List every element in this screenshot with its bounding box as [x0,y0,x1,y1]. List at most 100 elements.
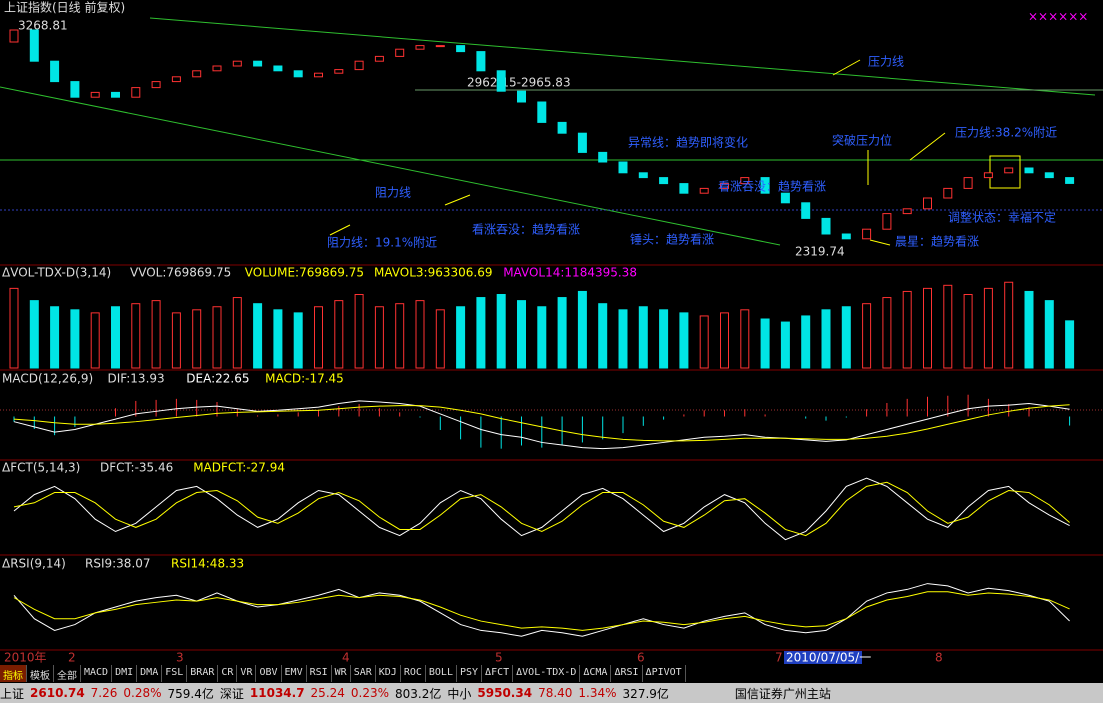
tab[interactable]: CR [218,665,238,682]
trend-line [149,17,1096,96]
tab[interactable]: ΔVOL-TDX-D [513,665,581,682]
tab[interactable]: OBV [256,665,282,682]
tab[interactable]: MACD [81,665,113,682]
candle-body [1065,177,1075,184]
tab[interactable]: DMI [112,665,138,682]
panel-value: MAVOL3:963306.69 [374,266,493,280]
candle-body [90,91,100,98]
tab[interactable]: 全部 [54,665,81,682]
corner-mark: ×××××× [1028,10,1088,24]
tab[interactable]: FSL [162,665,188,682]
volume-bar [29,300,39,369]
candle-body [476,51,486,72]
tab[interactable]: ΔFCT [482,665,514,682]
candle-body [618,161,628,174]
tab[interactable]: KDJ [376,665,401,682]
volume-bar [963,294,973,369]
tab[interactable]: ΔCMA [580,665,612,682]
tab[interactable]: BOLL [426,665,457,682]
candle-body [983,172,993,179]
candle-body [760,177,770,194]
indicator-line [13,477,1070,541]
candle-body [435,45,445,48]
low-label: 2319.74 [795,245,845,259]
tab[interactable]: ΔRSI [611,665,643,682]
indicator-line [13,481,1070,537]
volume-bar [679,312,689,369]
background [0,0,1103,665]
volume-bar [70,309,80,369]
date-box [784,651,862,664]
tab[interactable]: DMA [137,665,163,682]
tab[interactable]: SAR [351,665,376,682]
x-label: 2 [68,651,76,665]
tab[interactable]: BRAR [187,665,219,682]
panel-value: MAVOL14:1184395.38 [503,266,637,280]
volume-bar [1044,300,1054,369]
volume-bar [983,287,993,369]
annotation: 晨星：趋势看涨 [895,234,979,249]
tab[interactable]: RSI [307,665,332,682]
candle-body [171,76,181,83]
candle-body [151,81,161,89]
candle-body [1044,172,1054,179]
annotation: 看涨吞没：趋势看涨 [472,222,580,237]
status-item: 2610.74 [30,686,85,700]
panel-value: RSI14:48.33 [171,557,244,571]
panel-borders [0,264,1103,651]
x-label: 5 [495,651,503,665]
candle-body [111,91,120,98]
candle-body [537,101,547,123]
volume-bar [212,306,222,369]
tab[interactable]: WR [332,665,351,682]
status-item: 759.4亿 [167,686,214,701]
status-item: 803.2亿 [395,686,442,701]
annotation: 调整状态：幸福不定 [948,210,1056,225]
tab[interactable]: ΔPIVOT [643,665,686,682]
status-item: 327.9亿 [622,686,669,701]
annotation: 阻力线：19.1%附近 [327,236,437,250]
candle-body [841,233,851,240]
tab[interactable]: 模板 [27,665,54,682]
candle-body [253,60,263,67]
volume-bar [659,309,669,369]
volume-bar [841,306,851,369]
volume-bar [699,315,709,369]
volume-bar [395,303,405,369]
annotation: 压力线 [868,55,904,69]
candle-body [821,217,831,235]
tab[interactable]: PSY [457,665,483,682]
volume-bar [232,297,242,369]
tab[interactable]: 指标 [0,665,27,682]
high-label: 3268.81 [18,19,68,33]
volume-bar [456,306,466,369]
tab[interactable]: EMV [282,665,307,682]
candle-body [923,197,932,210]
volume-bar [334,300,344,369]
panel-value: MADFCT:-27.94 [193,461,285,475]
volume-bar [557,297,567,369]
annotation: 异常线：趋势即将变化 [628,135,748,150]
volume-bar [192,309,202,369]
tab[interactable]: VR [237,665,257,682]
panel-value: VVOL:769869.75 [130,266,231,280]
chart: 上证指数(日线 前复权) ×××××× 3268.81 2319.74 2962… [0,0,1103,665]
candle-body [943,187,953,199]
candle-body [720,183,729,189]
candle-body [70,81,80,98]
volume-bar [517,300,526,369]
candle-body [740,177,750,185]
volume-bar [780,321,790,369]
x-label: 8 [935,651,943,665]
tab[interactable]: ROC [401,665,426,682]
panel-name: ΔFCT(5,14,3) [2,461,80,475]
volume-bar [801,315,811,369]
status-item: 5950.34 [477,686,533,700]
annotation: 突破压力位 [832,133,892,148]
candle-body [232,60,242,67]
candle-body [415,45,425,50]
status-item: 深证 [219,686,244,701]
status-item: 0.23% [350,686,390,700]
candle-body [374,55,384,62]
